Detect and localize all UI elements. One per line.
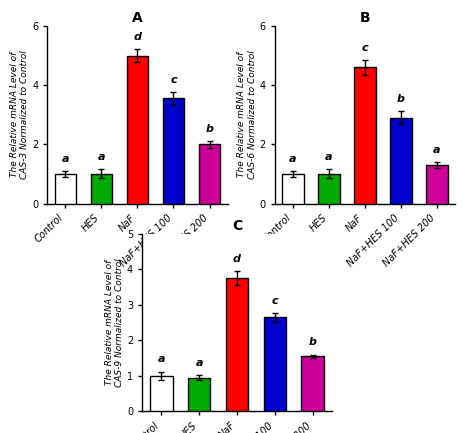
Text: a: a (98, 152, 105, 162)
Bar (301, 356, 324, 411)
Text: d: d (233, 254, 241, 264)
Text: c: c (170, 75, 177, 85)
Bar (354, 68, 376, 204)
Bar (91, 174, 112, 204)
Text: c: c (272, 296, 278, 306)
Title: A: A (132, 11, 143, 25)
Bar (426, 165, 448, 204)
Text: b: b (206, 124, 213, 134)
Y-axis label: The Relative mRNA Level of
CAS-6 Normalized to Control: The Relative mRNA Level of CAS-6 Normali… (237, 50, 257, 179)
Text: a: a (325, 152, 333, 162)
Bar (55, 174, 76, 204)
Bar (150, 376, 173, 411)
Bar (390, 118, 412, 204)
Y-axis label: The Relative mRNA Level of
CAS-3 Normalized to Control: The Relative mRNA Level of CAS-3 Normali… (10, 50, 29, 179)
Bar (199, 144, 220, 204)
Title: B: B (360, 11, 370, 25)
Bar (264, 317, 286, 411)
Text: d: d (134, 32, 141, 42)
Text: b: b (309, 337, 317, 347)
Bar (127, 55, 148, 204)
Text: b: b (397, 94, 405, 104)
Text: a: a (433, 145, 441, 155)
Title: C: C (232, 219, 242, 233)
Bar (163, 98, 184, 204)
Text: c: c (362, 43, 368, 53)
Text: a: a (195, 358, 203, 368)
Text: a: a (289, 154, 297, 164)
Y-axis label: The Relative mRNA Level of
CAS-9 Normalized to Control: The Relative mRNA Level of CAS-9 Normali… (105, 258, 124, 387)
Text: a: a (157, 355, 165, 365)
Text: a: a (62, 154, 69, 164)
Bar (282, 174, 304, 204)
Bar (188, 378, 210, 411)
Bar (318, 174, 340, 204)
Bar (226, 278, 248, 411)
